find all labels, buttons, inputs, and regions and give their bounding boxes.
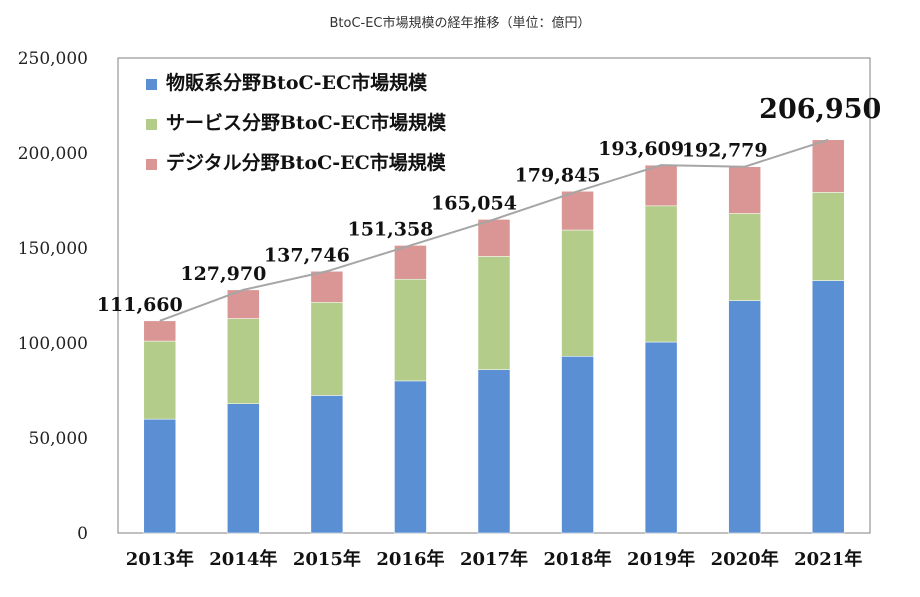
bar-segment-series-1 [561,356,594,534]
bar-segment-series-1 [477,369,511,534]
bar-segment-series-3 [477,219,511,257]
bar-segment-series-2 [227,318,260,404]
bar-segment-series-1 [728,300,761,534]
bar-segment-series-3 [811,139,845,193]
bar-segment-series-3 [728,166,761,214]
y-tick-label: 250,000 [18,49,88,69]
legend-swatch [146,119,157,130]
legend-label: 物販系分野BtoC-EC市場規模 [166,71,428,94]
bar-segment-series-3 [394,245,427,280]
bar-segment-series-1 [811,280,845,534]
total-label: 192,779 [682,140,768,162]
legend-label: デジタル分野BtoC-EC市場規模 [166,151,447,174]
bar-segment-series-1 [394,380,427,534]
total-label: 111,660 [97,294,183,316]
total-label: 151,358 [347,218,433,240]
x-tick-label: 2021年 [794,548,862,570]
x-tick-label: 2013年 [126,548,194,570]
chart-title: BtoC-EC市場規模の経年推移（単位：億円） [329,16,591,31]
y-tick-label: 50,000 [29,429,88,449]
x-tick-label: 2014年 [209,548,277,570]
total-label: 179,845 [515,164,601,186]
bar-segment-series-2 [310,302,344,396]
bar-segment-series-1 [310,395,344,534]
x-tick-label: 2017年 [460,548,528,570]
bar-segment-series-1 [644,341,678,534]
bar-segment-series-2 [728,213,761,301]
bar-segment-series-3 [310,271,344,303]
bar-segment-series-2 [644,205,678,343]
total-label: 206,950 [759,94,881,125]
total-label: 193,609 [598,138,684,160]
total-label: 165,054 [431,192,517,214]
bar-segment-series-1 [143,418,177,534]
x-tick-label: 2015年 [293,548,361,570]
legend-swatch [146,79,157,90]
total-label: 127,970 [180,263,266,285]
x-tick-label: 2016年 [376,548,444,570]
bar-segment-series-1 [227,403,260,534]
x-tick-label: 2020年 [711,548,779,570]
bar-segment-series-2 [811,192,845,281]
y-tick-label: 100,000 [18,334,88,354]
bar-segment-series-3 [561,191,594,231]
bar-segment-series-2 [394,278,427,382]
y-tick-label: 200,000 [18,144,88,164]
bar-segment-series-2 [561,229,594,357]
bar-segment-series-2 [143,340,177,420]
x-tick-label: 2018年 [544,548,612,570]
total-label: 137,746 [264,244,350,266]
bar-segment-series-3 [143,320,177,342]
y-tick-label: 0 [77,524,88,544]
legend-swatch [146,159,157,170]
y-tick-label: 150,000 [18,239,88,259]
x-tick-label: 2019年 [627,548,695,570]
total-line [159,138,829,322]
bar-segment-series-3 [644,164,678,207]
bar-segment-series-2 [477,256,511,370]
legend-label: サービス分野BtoC-EC市場規模 [166,111,447,134]
